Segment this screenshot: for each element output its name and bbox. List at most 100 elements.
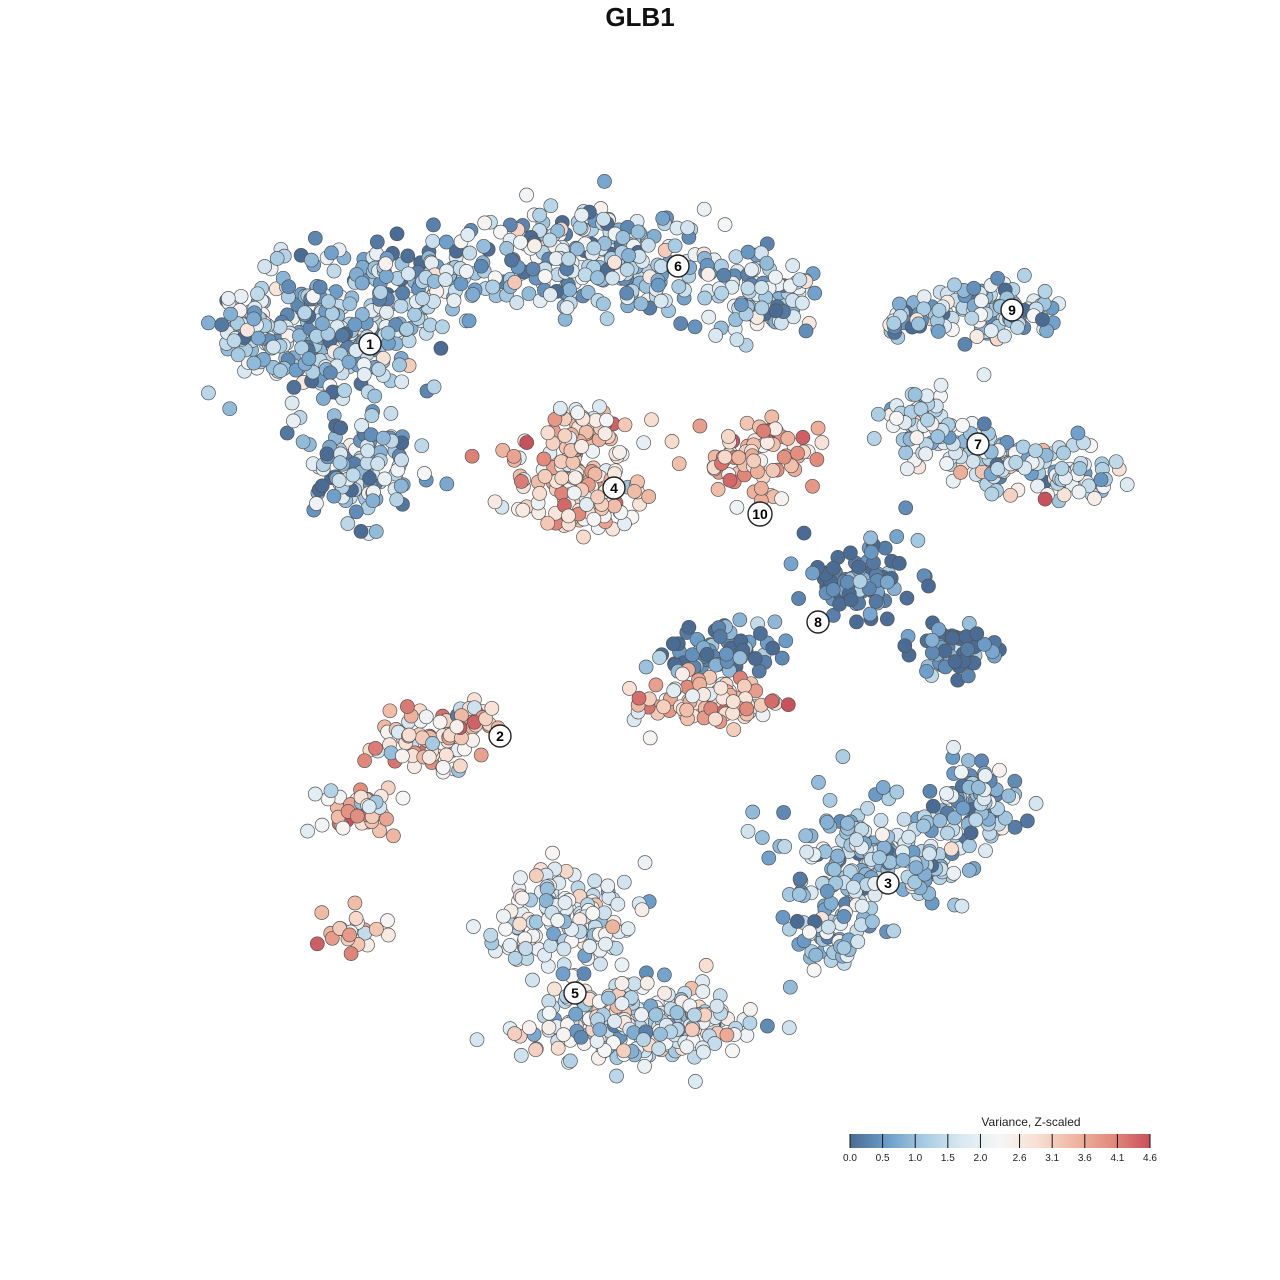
data-point: [538, 893, 554, 908]
data-point: [407, 307, 422, 322]
data-point: [561, 508, 576, 524]
data-point: [637, 1058, 652, 1074]
cluster-label-10: 10: [747, 501, 773, 527]
svg-text:3: 3: [884, 875, 892, 891]
data-point: [459, 264, 474, 279]
data-point: [250, 286, 265, 302]
data-point: [960, 642, 975, 657]
data-point: [877, 540, 893, 556]
data-point: [657, 985, 672, 1001]
data-point: [810, 420, 826, 436]
data-point: [605, 270, 620, 286]
data-point: [701, 309, 717, 325]
data-point: [395, 748, 410, 764]
data-point: [785, 258, 801, 273]
data-point: [687, 319, 703, 335]
data-point: [953, 764, 969, 780]
data-point: [807, 285, 823, 301]
data-point: [875, 827, 890, 842]
data-point: [579, 497, 594, 512]
data-point: [557, 895, 573, 910]
data-point: [483, 927, 499, 943]
data-point: [476, 238, 492, 254]
data-point: [795, 430, 811, 445]
data-point: [992, 762, 1007, 778]
data-point: [961, 863, 977, 878]
data-point: [780, 697, 796, 713]
data-point: [368, 740, 383, 756]
legend-tick-label: 3.1: [1045, 1153, 1059, 1164]
data-point: [925, 798, 941, 814]
data-point: [360, 443, 376, 459]
data-point: [528, 868, 544, 883]
data-point: [582, 939, 598, 954]
data-point: [422, 317, 438, 333]
data-point: [742, 1015, 758, 1031]
data-point: [873, 812, 889, 828]
data-point: [598, 936, 613, 952]
data-point: [908, 860, 924, 876]
data-point: [370, 456, 386, 472]
cluster-label-3: 3: [876, 871, 900, 895]
data-point: [373, 284, 388, 300]
data-point: [666, 683, 682, 698]
data-point: [507, 950, 523, 966]
data-point: [637, 855, 653, 870]
data-point: [947, 810, 962, 826]
data-point: [1037, 284, 1053, 299]
data-point: [826, 862, 842, 877]
data-point: [612, 444, 627, 460]
data-point: [806, 962, 822, 978]
data-point: [342, 296, 358, 312]
data-point: [222, 401, 238, 417]
data-point: [916, 818, 931, 834]
data-point: [417, 466, 432, 481]
cluster-label-6: 6: [666, 254, 690, 278]
data-point: [725, 1043, 740, 1059]
data-point: [710, 482, 726, 497]
data-point: [768, 269, 783, 285]
data-point: [426, 217, 441, 233]
data-point: [452, 758, 468, 774]
data-point: [688, 1074, 703, 1089]
data-point: [297, 305, 313, 321]
data-point: [653, 259, 669, 274]
data-point: [453, 276, 469, 292]
data-point: [273, 363, 288, 378]
data-point: [774, 491, 789, 507]
data-point: [696, 1044, 711, 1060]
data-point: [226, 333, 242, 349]
data-point: [525, 972, 540, 988]
data-point: [394, 452, 409, 468]
data-point: [739, 701, 755, 717]
data-point: [343, 946, 359, 961]
data-point: [599, 412, 614, 428]
data-point: [379, 811, 394, 827]
data-point: [532, 207, 548, 223]
data-point: [462, 245, 478, 261]
data-point: [798, 828, 814, 844]
data-point: [852, 573, 868, 589]
data-point: [814, 435, 830, 450]
data-point: [361, 799, 377, 815]
data-point: [438, 272, 453, 287]
data-point: [340, 516, 356, 531]
data-point: [378, 256, 394, 272]
data-point: [955, 800, 971, 816]
data-point: [616, 874, 632, 890]
data-point: [965, 453, 981, 469]
data-point: [802, 924, 817, 940]
data-point: [619, 285, 635, 301]
legend-tick-label: 1.0: [908, 1153, 922, 1164]
data-point: [939, 786, 954, 801]
data-point: [808, 947, 824, 963]
chart-title: GLB1: [605, 2, 675, 32]
data-point: [496, 908, 511, 924]
data-point: [740, 823, 756, 839]
cluster-7-points: [866, 367, 1135, 516]
data-point: [627, 484, 642, 499]
data-point: [974, 293, 989, 309]
data-point: [528, 914, 544, 930]
data-point: [1001, 788, 1017, 804]
data-point: [597, 426, 613, 441]
